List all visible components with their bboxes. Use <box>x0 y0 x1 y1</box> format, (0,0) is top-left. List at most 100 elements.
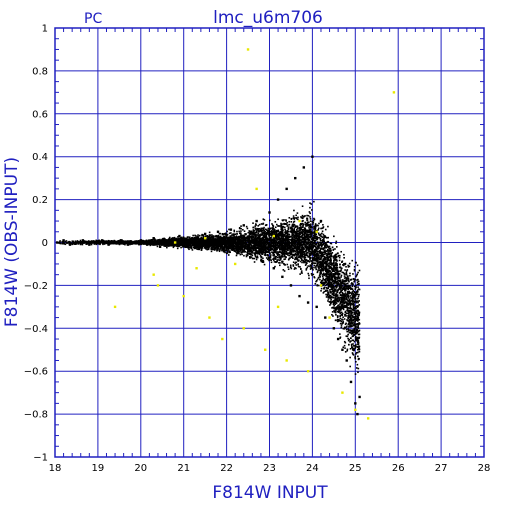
scatter-point <box>347 287 349 289</box>
scatter-point <box>290 267 293 270</box>
scatter-point <box>334 307 337 309</box>
scatter-point <box>323 237 325 240</box>
scatter-point <box>194 245 197 248</box>
scatter-point <box>288 220 291 223</box>
scatter-point <box>245 246 247 248</box>
scatter-point <box>214 248 217 250</box>
scatter-point <box>278 254 281 256</box>
scatter-point <box>206 248 209 251</box>
scatter-point <box>245 225 248 228</box>
scatter-point <box>247 241 250 244</box>
scatter-point <box>312 254 315 256</box>
scatter-point <box>282 242 285 245</box>
scatter-point <box>345 322 347 325</box>
scatter-point <box>345 283 348 285</box>
scatter-point <box>350 322 352 325</box>
scatter-point <box>276 230 278 233</box>
scatter-point <box>322 233 325 236</box>
scatter-point <box>309 224 312 227</box>
scatter-point <box>260 230 263 233</box>
scatter-point <box>292 235 294 238</box>
scatter-point <box>253 257 256 260</box>
scatter-point <box>342 271 345 274</box>
scatter-point <box>354 313 357 315</box>
scatter-point <box>317 242 319 244</box>
scatter-point <box>352 324 355 326</box>
scatter-point <box>355 293 358 296</box>
scatter-point <box>327 268 329 271</box>
scatter-point <box>355 301 357 303</box>
scatter-point <box>347 294 349 297</box>
scatter-point <box>215 245 217 247</box>
scatter-point <box>263 254 266 256</box>
scatter-point <box>221 232 224 235</box>
scatter-point <box>332 303 335 306</box>
scatter-point <box>287 228 290 231</box>
scatter-point <box>320 242 322 244</box>
scatter-point <box>308 230 310 233</box>
scatter-point <box>355 275 357 278</box>
scatter-point <box>333 294 336 297</box>
scatter-point <box>293 229 296 231</box>
scatter-point <box>318 267 320 270</box>
scatter-point <box>269 249 271 251</box>
scatter-point <box>323 262 326 265</box>
scatter-point <box>278 255 280 258</box>
scatter-point <box>277 240 280 243</box>
scatter-point <box>268 235 270 238</box>
scatter-point <box>313 264 315 267</box>
scatter-point <box>336 318 339 321</box>
scatter-point <box>347 264 349 267</box>
scatter-point <box>57 242 60 244</box>
scatter-point <box>241 242 243 245</box>
scatter-point <box>330 262 333 264</box>
scatter-point <box>198 234 201 237</box>
scatter-point <box>347 314 350 317</box>
scatter-point <box>284 233 286 236</box>
scatter-point <box>357 325 359 328</box>
scatter-point <box>290 226 292 229</box>
scatter-point <box>338 304 340 306</box>
scatter-point <box>312 223 314 225</box>
scatter-point <box>334 294 337 297</box>
scatter-point <box>301 252 304 255</box>
scatter-point <box>300 216 302 218</box>
scatter-point <box>331 293 334 296</box>
scatter-point <box>357 295 360 298</box>
scatter-point <box>274 235 276 238</box>
scatter-point <box>304 221 307 224</box>
scatter-point <box>305 235 308 238</box>
scatter-point <box>156 243 158 246</box>
scatter-point <box>298 229 300 232</box>
scatter-point <box>336 310 339 313</box>
scatter-point <box>269 255 272 258</box>
scatter-point <box>59 240 61 242</box>
scatter-point <box>355 353 357 355</box>
scatter-point <box>345 328 348 331</box>
scatter-point <box>358 348 360 350</box>
scatter-point <box>279 262 281 264</box>
scatter-point <box>322 292 325 294</box>
scatter-point <box>316 238 318 241</box>
scatter-point <box>318 261 321 264</box>
scatter-point <box>325 269 328 271</box>
scatter-point <box>353 285 356 288</box>
scatter-point <box>296 212 299 214</box>
scatter-point <box>327 241 330 243</box>
scatter-point <box>309 233 311 235</box>
scatter-point <box>351 322 354 325</box>
scatter-point <box>273 261 276 263</box>
scatter-point <box>252 245 255 248</box>
scatter-point <box>291 238 294 241</box>
scatter-point <box>226 233 229 236</box>
scatter-point <box>311 257 314 259</box>
scatter-point <box>358 350 361 353</box>
scatter-point <box>262 234 265 237</box>
scatter-point <box>258 223 261 226</box>
scatter-point <box>288 240 290 243</box>
scatter-point <box>285 230 287 232</box>
scatter-point <box>348 324 351 326</box>
scatter-point <box>319 233 322 236</box>
scatter-point <box>296 228 298 231</box>
scatter-point <box>261 227 263 230</box>
